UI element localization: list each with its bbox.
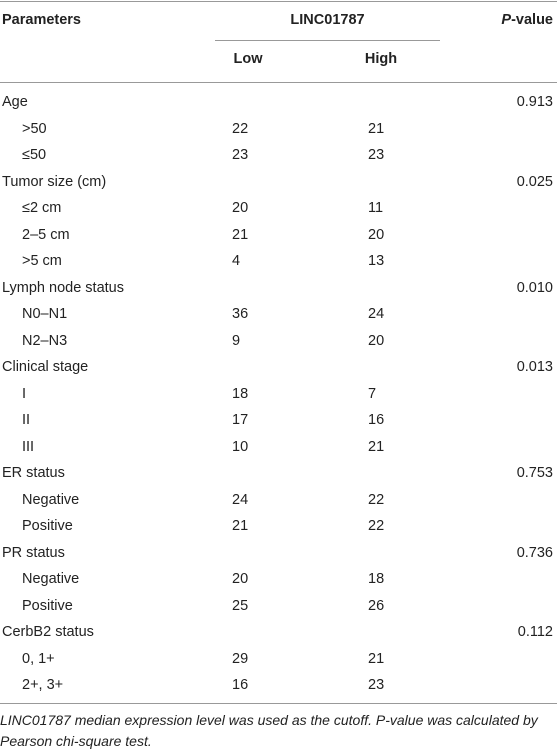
row-label: 2–5 cm [22, 226, 70, 243]
high-count: 23 [368, 147, 385, 163]
high-count: 26 [368, 597, 385, 614]
row-label: III [22, 438, 35, 455]
p-value: 0.913 [516, 94, 553, 110]
p-value: 0.753 [516, 465, 553, 481]
rule [0, 1, 557, 2]
p-value: 0.112 [517, 624, 553, 640]
group-label: PR status [2, 544, 65, 561]
header-cell: P-value [501, 11, 553, 29]
row-label: >5 cm [22, 253, 62, 269]
low-count: 16 [232, 677, 249, 693]
group-label: Tumor size (cm) [2, 173, 107, 190]
rule [215, 40, 440, 41]
row-label: >50 [22, 120, 47, 137]
row-label: 0, 1+ [22, 650, 55, 667]
group-label: Lymph node status [2, 279, 124, 296]
high-count: 22 [368, 518, 385, 534]
header-cell: High [364, 51, 398, 67]
p-value: 0.736 [516, 544, 553, 561]
low-count: 36 [232, 306, 249, 322]
row-label: N0–N1 [22, 306, 68, 322]
row-label: I [22, 385, 27, 402]
rule [0, 82, 557, 83]
low-count: 21 [232, 226, 249, 243]
low-count: 23 [232, 147, 249, 163]
high-count: 21 [368, 438, 385, 455]
high-count: 21 [368, 650, 385, 667]
low-count: 9 [232, 332, 241, 349]
p-value: 0.010 [516, 279, 553, 296]
row-label: Positive [22, 518, 73, 534]
row-label: II [22, 412, 31, 428]
high-count: 11 [368, 200, 384, 216]
group-label: Age [2, 94, 28, 110]
low-count: 20 [232, 571, 249, 587]
low-count: 24 [232, 491, 249, 508]
header-cell: Low [233, 51, 263, 67]
low-count: 29 [232, 650, 249, 667]
high-count: 23 [368, 677, 385, 693]
row-label: N2–N3 [22, 332, 68, 349]
low-count: 10 [232, 438, 249, 455]
high-count: 20 [368, 332, 385, 349]
header-cell: LINC01787 [290, 12, 365, 28]
row-label: ≤2 cm [22, 200, 62, 216]
p-value: 0.013 [516, 359, 553, 375]
rule [0, 703, 557, 704]
low-count: 22 [232, 120, 249, 137]
row-label: Negative [22, 491, 80, 508]
high-count: 22 [368, 491, 385, 508]
group-label: CerbB2 status [2, 624, 94, 640]
group-label: ER status [2, 465, 65, 481]
low-count: 25 [232, 597, 249, 614]
high-count: 13 [368, 253, 385, 269]
footnote: LINC01787 median expression level was us… [0, 712, 538, 749]
row-label: Positive [22, 597, 73, 614]
low-count: 18 [232, 385, 249, 402]
high-count: 16 [368, 412, 385, 428]
header-italic: P [501, 12, 512, 28]
high-count: 21 [368, 120, 385, 137]
high-count: 18 [368, 571, 385, 587]
high-count: 20 [368, 226, 385, 243]
row-label: Negative [22, 571, 80, 587]
header-text: -value [511, 12, 553, 28]
low-count: 17 [232, 412, 249, 428]
low-count: 4 [232, 253, 241, 269]
high-count: 7 [368, 385, 377, 402]
p-value: 0.025 [516, 173, 553, 190]
low-count: 21 [232, 518, 249, 534]
header-cell: Parameters [2, 12, 81, 28]
row-label: 2+, 3+ [22, 677, 64, 693]
row-label: ≤50 [22, 147, 47, 163]
low-count: 20 [232, 200, 249, 216]
high-count: 24 [368, 306, 385, 322]
group-label: Clinical stage [2, 359, 89, 375]
